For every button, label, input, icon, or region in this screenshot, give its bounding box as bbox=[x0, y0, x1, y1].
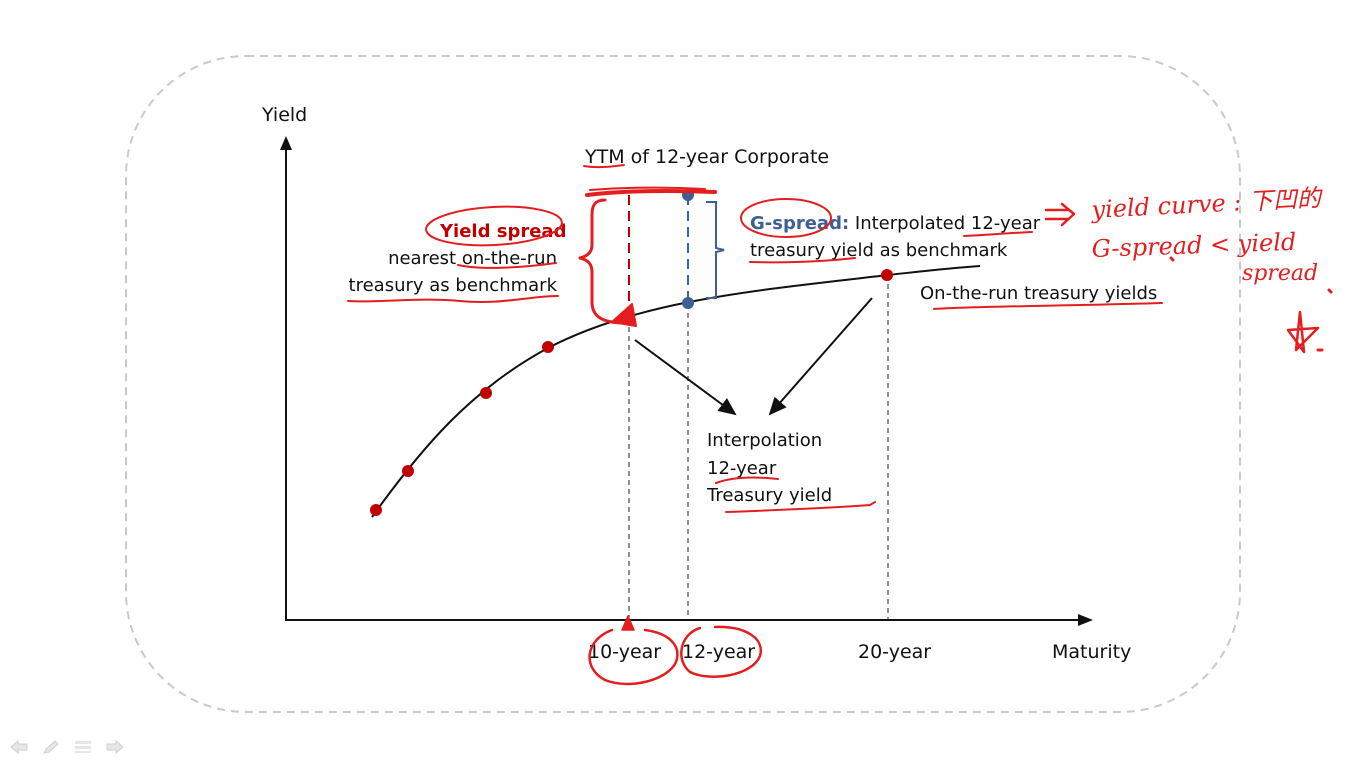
menu-icon[interactable] bbox=[72, 738, 94, 756]
red-annotations bbox=[347, 164, 1333, 686]
g-spread-brace bbox=[706, 201, 725, 299]
handwritten-yield-curve: yield curve : 下凹的 bbox=[1090, 184, 1325, 224]
tick-20-year: 20-year bbox=[858, 641, 931, 663]
slide-toolbar bbox=[8, 738, 126, 756]
otr-label: On-the-run treasury yields bbox=[920, 283, 1157, 304]
yield-spread-line2: nearest on-the-run bbox=[388, 248, 557, 269]
treasury-point bbox=[480, 387, 492, 399]
g-spread-title: G-spread: bbox=[750, 213, 849, 234]
yield-spread-title: Yield spread bbox=[439, 221, 566, 242]
interp-line3: Treasury yield bbox=[706, 485, 832, 506]
handwritten-spread: spread bbox=[1242, 261, 1318, 286]
arrow-from-20y bbox=[768, 297, 873, 416]
ytm-label: YTM of 12-year Corporate bbox=[584, 146, 829, 168]
yield-spread-line3: treasury as benchmark bbox=[349, 275, 558, 296]
g-spread-line1: G-spread: Interpolated 12-year bbox=[750, 213, 1041, 234]
treasury-point bbox=[881, 269, 893, 281]
treasury-point bbox=[402, 465, 414, 477]
next-arrow-icon[interactable] bbox=[104, 738, 126, 756]
handwritten-g-spread: G-spread < yield bbox=[1091, 228, 1296, 263]
treasury-point bbox=[542, 341, 554, 353]
tick-10-year: 10-year bbox=[588, 641, 661, 663]
g-spread-line1-rest: Interpolated 12-year bbox=[849, 213, 1041, 234]
yield-curve bbox=[371, 265, 981, 518]
treasury-point bbox=[370, 504, 382, 516]
slide-frame bbox=[125, 55, 1241, 713]
arrow-from-10y bbox=[634, 339, 737, 416]
g-spread-line2: treasury yield as benchmark bbox=[750, 240, 1008, 261]
prev-arrow-icon[interactable] bbox=[8, 738, 30, 756]
x-axis-label: Maturity bbox=[1052, 641, 1131, 663]
y-axis-label: Yield bbox=[261, 104, 307, 126]
tick-12-year: 12-year bbox=[682, 641, 755, 663]
x-axis-arrow bbox=[1078, 614, 1093, 626]
interp-line2: 12-year bbox=[707, 458, 777, 479]
pen-icon[interactable] bbox=[40, 738, 62, 756]
y-axis-arrow bbox=[280, 136, 292, 150]
interpolated-point bbox=[682, 297, 694, 309]
interp-line1: Interpolation bbox=[707, 430, 822, 451]
